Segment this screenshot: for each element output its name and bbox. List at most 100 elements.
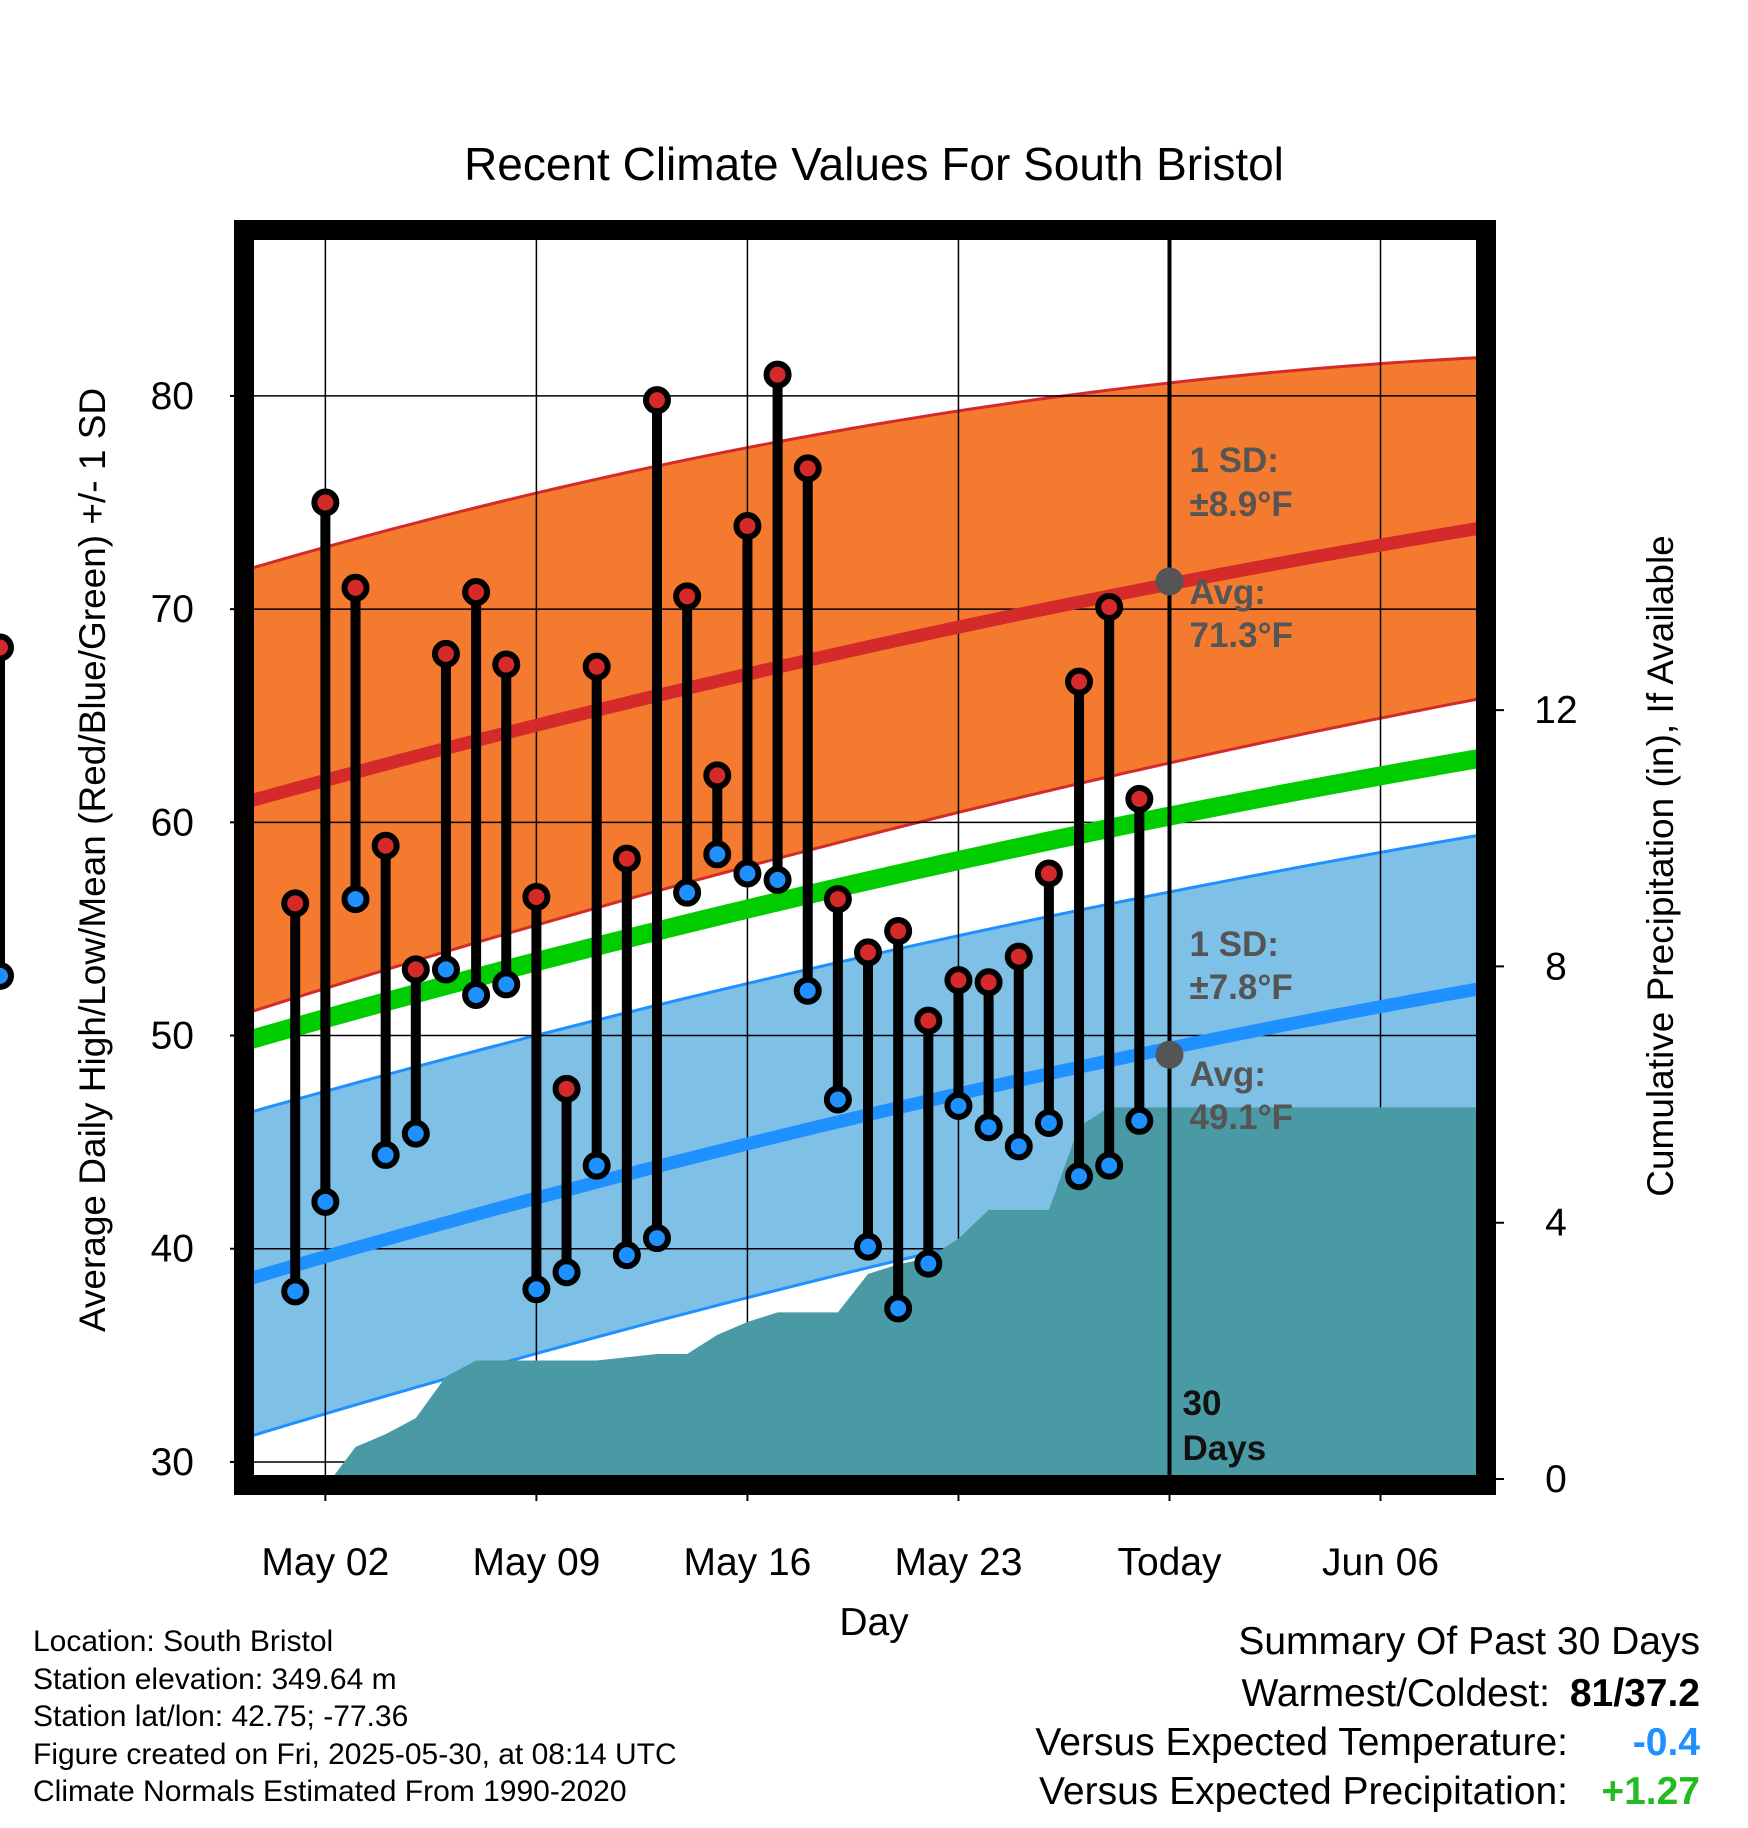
daily-low-point xyxy=(823,1085,852,1114)
daily-high-point xyxy=(522,882,551,911)
y2-axis-label: Cumulative Precipitation (in), If Availa… xyxy=(1640,535,1681,1197)
low-sd-label: 1 SD: xyxy=(1189,925,1278,964)
high-sd-value: ±8.9°F xyxy=(1189,485,1292,524)
daily-low-point xyxy=(1034,1108,1063,1137)
high-plus-sd-line xyxy=(250,356,1480,571)
daily-high-point xyxy=(612,844,641,873)
x-tick-label: May 23 xyxy=(895,1541,1023,1584)
today-window-unit: Days xyxy=(1182,1429,1266,1468)
daily-low-point xyxy=(281,1277,310,1306)
y2-tick-label: 12 xyxy=(1534,689,1577,732)
daily-high-point xyxy=(1095,592,1124,621)
high-minus-sd-line xyxy=(250,697,1480,1014)
daily-high-point xyxy=(582,652,611,681)
summary-warmest-coldest: Warmest/Coldest: 81/37.2 xyxy=(1242,1672,1700,1716)
daily-low-point xyxy=(371,1140,400,1169)
y-tick-label: 30 xyxy=(151,1441,194,1484)
high-sd-band xyxy=(250,357,1480,1013)
daily-high-point xyxy=(914,1006,943,1035)
daily-high-point xyxy=(733,511,762,540)
daily-high-point xyxy=(944,966,973,995)
x-tick-label: May 16 xyxy=(683,1541,811,1584)
y-tick-label: 50 xyxy=(151,1015,194,1058)
today-line xyxy=(1155,236,1184,1479)
daily-low-point xyxy=(582,1151,611,1180)
daily-low-point xyxy=(0,961,14,990)
daily-high-point xyxy=(371,831,400,860)
normal-mean-line xyxy=(250,748,1480,1049)
warmest-coldest-value: 81/37.2 xyxy=(1569,1672,1700,1715)
daily-high-point xyxy=(341,573,370,602)
daily-high-point xyxy=(1004,942,1033,971)
daily-low-point xyxy=(311,1187,340,1216)
daily-low-point xyxy=(1125,1106,1154,1135)
daily-high-point xyxy=(462,578,491,607)
daily-low-point xyxy=(552,1258,581,1287)
plot-frame xyxy=(234,220,1496,1495)
y2-tick-label: 0 xyxy=(1545,1458,1567,1501)
normal-high-avg-line xyxy=(250,521,1480,808)
y-axis-label: Average Daily High/Low/Mean (Red/Blue/Gr… xyxy=(72,388,113,1332)
x-tick-label: Jun 06 xyxy=(1322,1541,1439,1584)
today-window-number: 30 xyxy=(1182,1384,1221,1423)
y2-tick-label: 4 xyxy=(1545,1202,1567,1245)
daily-high-point xyxy=(431,639,460,668)
daily-high-point xyxy=(401,955,430,984)
daily-high-point xyxy=(793,454,822,483)
daily-high-point xyxy=(854,938,883,967)
daily-high-point xyxy=(823,885,852,914)
daily-observations xyxy=(0,360,1154,1323)
precip-cumulative-area xyxy=(250,1107,1480,1479)
daily-high-point xyxy=(673,582,702,611)
y2-tick-label: 8 xyxy=(1545,945,1567,988)
created-text: Figure created on Fri, 2025-05-30, at 08… xyxy=(33,1737,677,1771)
chart-title: Recent Climate Values For South Bristol xyxy=(464,138,1284,190)
y-tick-label: 40 xyxy=(151,1228,194,1271)
temp-anomaly-value: -0.4 xyxy=(1632,1721,1700,1764)
summary-panel: Summary Of Past 30 Days Warmest/Coldest:… xyxy=(800,1620,1700,1820)
daily-low-point xyxy=(1065,1162,1094,1191)
daily-high-point xyxy=(311,488,340,517)
daily-high-point xyxy=(0,633,14,662)
daily-low-point xyxy=(341,885,370,914)
daily-high-point xyxy=(492,650,521,679)
latlon-text: Station lat/lon: 42.75; -77.36 xyxy=(33,1700,409,1733)
daily-high-point xyxy=(1125,784,1154,813)
annotations: 1 SD: ±8.9°F Avg: 71.3°F 1 SD: ±7.8°F Avg: 49.1… xyxy=(1182,441,1293,1468)
low-avg-label: Avg: xyxy=(1189,1055,1265,1094)
x-tick-label: Today xyxy=(1117,1541,1222,1584)
daily-low-point xyxy=(703,840,732,869)
daily-low-point xyxy=(733,859,762,888)
today-high-avg-marker xyxy=(1155,567,1184,596)
daily-low-point xyxy=(642,1224,671,1253)
daily-high-point xyxy=(281,889,310,918)
summary-temperature: Versus Expected Temperature: -0.4 xyxy=(1035,1721,1700,1765)
x-tick-label: May 09 xyxy=(472,1541,600,1584)
daily-low-point xyxy=(1004,1132,1033,1161)
daily-high-point xyxy=(1065,667,1094,696)
temp-anomaly-label: Versus Expected Temperature: xyxy=(1035,1721,1568,1764)
x-tick-label: May 02 xyxy=(261,1541,389,1584)
daily-low-point xyxy=(974,1113,1003,1142)
daily-low-point xyxy=(612,1241,641,1270)
daily-high-point xyxy=(974,968,1003,997)
today-low-avg-marker xyxy=(1155,1040,1184,1069)
precip-area xyxy=(250,1107,1480,1479)
daily-high-point xyxy=(552,1074,581,1103)
normals-text: Climate Normals Estimated From 1990-2020 xyxy=(33,1775,627,1808)
daily-low-point xyxy=(492,970,521,999)
x-axis-label: Day xyxy=(839,1601,909,1644)
daily-low-point xyxy=(763,865,792,894)
station-metadata: Location: South Bristol Station elevatio… xyxy=(33,1623,677,1811)
low-avg-value: 49.1°F xyxy=(1189,1098,1293,1137)
elevation-text: Station elevation: 349.64 m xyxy=(33,1662,397,1696)
summary-precipitation: Versus Expected Precipitation: +1.27 xyxy=(1039,1770,1700,1814)
daily-low-point xyxy=(854,1232,883,1261)
daily-low-point xyxy=(1095,1151,1124,1180)
plot-border xyxy=(234,220,1496,1495)
summary-title: Summary Of Past 30 Days xyxy=(1238,1620,1700,1663)
warmest-coldest-label: Warmest/Coldest: xyxy=(1241,1672,1550,1715)
location-text: Location: South Bristol xyxy=(33,1625,334,1658)
daily-low-point xyxy=(793,976,822,1005)
